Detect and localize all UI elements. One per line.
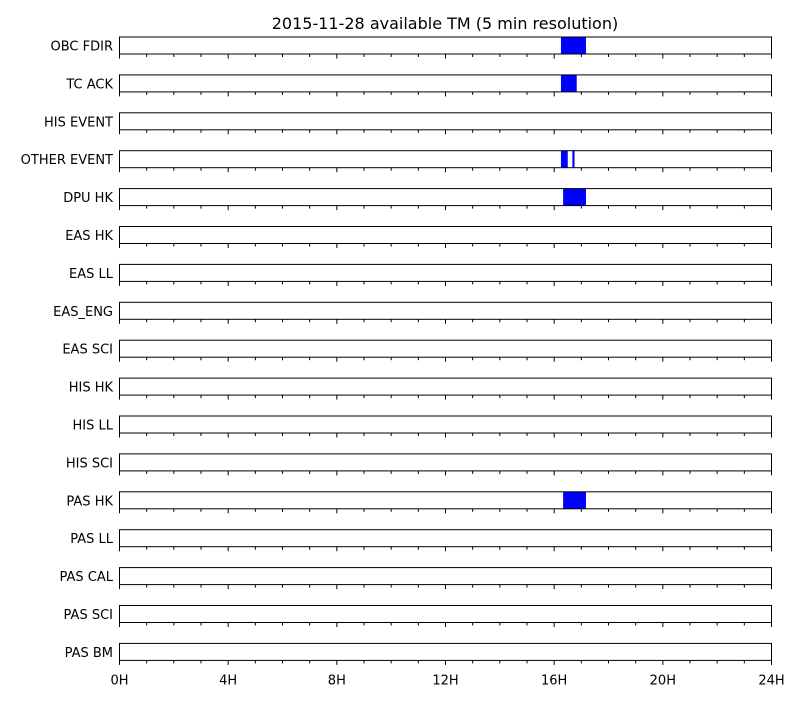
row-frame bbox=[119, 642, 772, 661]
availability-bar bbox=[560, 37, 586, 54]
row-frame bbox=[119, 339, 772, 358]
row-frame bbox=[119, 263, 772, 282]
timeline-row-pas-ll: PAS LL bbox=[70, 529, 772, 552]
timeline-row-his-ll: HIS LL bbox=[73, 415, 772, 438]
timeline-row-obc-fdir: OBC FDIR bbox=[51, 36, 772, 59]
x-tick-label: 12H bbox=[432, 673, 458, 688]
timeline-row-dpu-hk: DPU HK bbox=[63, 188, 772, 211]
row-label: OBC FDIR bbox=[51, 40, 114, 55]
x-tick-label: 8H bbox=[328, 673, 346, 688]
availability-bar bbox=[560, 150, 568, 168]
row-label: EAS SCI bbox=[62, 343, 113, 358]
row-label: HIS EVENT bbox=[44, 115, 113, 130]
timeline-row-eas-eng: EAS_ENG bbox=[53, 301, 772, 324]
row-label: HIS HK bbox=[69, 381, 114, 396]
timeline-row-eas-ll: EAS LL bbox=[69, 263, 772, 286]
x-tick-label: 16H bbox=[541, 673, 567, 688]
row-frame bbox=[119, 74, 772, 93]
x-tick-label: 24H bbox=[758, 673, 784, 688]
row-label: HIS SCI bbox=[66, 456, 113, 471]
row-label: PAS BM bbox=[65, 646, 113, 661]
timeline-row-other-event: OTHER EVENT bbox=[21, 150, 772, 173]
row-label: PAS CAL bbox=[60, 570, 114, 585]
row-label: PAS LL bbox=[70, 532, 114, 547]
row-frame bbox=[119, 453, 772, 472]
timeline-row-his-sci: HIS SCI bbox=[66, 453, 772, 476]
x-tick-label: 0H bbox=[110, 673, 128, 688]
row-label: EAS_ENG bbox=[53, 305, 113, 320]
rows-layer: OBC FDIR TC ACK HIS EVENT OTHER EVENT DPU HK… bbox=[21, 36, 772, 665]
row-frame bbox=[119, 567, 772, 586]
x-tick-label: 20H bbox=[650, 673, 676, 688]
row-label: OTHER EVENT bbox=[21, 153, 113, 168]
row-label: DPU HK bbox=[63, 191, 113, 206]
row-frame bbox=[119, 150, 772, 169]
row-frame bbox=[119, 491, 772, 510]
chart-title: 2015-11-28 available TM (5 min resolutio… bbox=[272, 14, 618, 33]
timeline-row-pas-hk: PAS HK bbox=[66, 491, 772, 514]
row-label: PAS HK bbox=[66, 494, 113, 509]
row-frame bbox=[119, 301, 772, 320]
availability-bar bbox=[572, 150, 575, 168]
row-frame bbox=[119, 529, 772, 548]
row-frame bbox=[119, 112, 772, 131]
row-label: EAS HK bbox=[65, 229, 113, 244]
row-label: HIS LL bbox=[73, 419, 114, 434]
row-label: PAS SCI bbox=[64, 608, 113, 623]
row-frame bbox=[119, 36, 772, 55]
availability-bar bbox=[563, 188, 586, 206]
timeline-row-pas-bm: PAS BM bbox=[65, 642, 772, 665]
availability-bar bbox=[563, 491, 586, 509]
timeline-row-eas-sci: EAS SCI bbox=[62, 339, 772, 362]
availability-bar bbox=[560, 74, 577, 92]
row-frame bbox=[119, 415, 772, 434]
row-frame bbox=[119, 188, 772, 207]
x-tick-label: 4H bbox=[219, 673, 237, 688]
timeline-row-pas-cal: PAS CAL bbox=[60, 567, 772, 590]
row-frame bbox=[119, 226, 772, 244]
row-frame bbox=[119, 605, 772, 623]
timeline-row-his-hk: HIS HK bbox=[69, 377, 772, 400]
row-label: EAS LL bbox=[69, 267, 114, 282]
timeline-row-pas-sci: PAS SCI bbox=[64, 605, 772, 627]
row-label: TC ACK bbox=[65, 77, 113, 92]
x-axis-tick-labels: 0H 4H 8H 12H 16H 20H 24H bbox=[110, 673, 784, 688]
timeline-row-his-event: HIS EVENT bbox=[44, 112, 772, 135]
row-frame bbox=[119, 377, 772, 396]
timeline-row-eas-hk: EAS HK bbox=[65, 226, 772, 248]
timeline-row-tc-ack: TC ACK bbox=[65, 74, 772, 97]
